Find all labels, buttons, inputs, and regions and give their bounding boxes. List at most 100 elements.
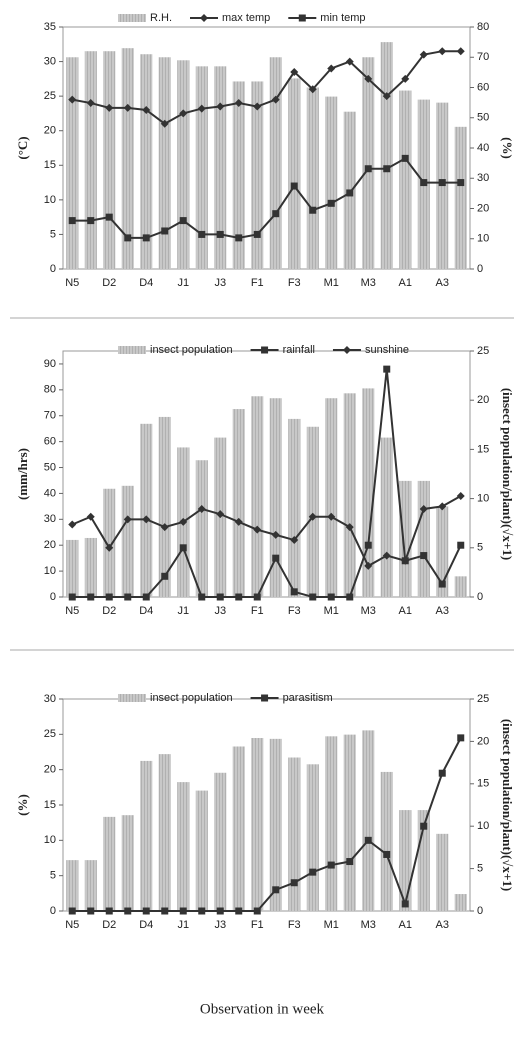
y-tick-label: 10 xyxy=(44,834,56,846)
bar xyxy=(454,576,467,597)
x-tick-label: J1 xyxy=(177,919,189,931)
bar xyxy=(103,488,116,597)
bar xyxy=(121,815,134,911)
x-tick-label: A1 xyxy=(399,919,412,931)
bar xyxy=(214,772,227,911)
point xyxy=(457,541,465,549)
point xyxy=(364,74,373,83)
point xyxy=(327,593,335,601)
line xyxy=(72,737,462,912)
bar xyxy=(306,87,319,269)
x-tick-label: A1 xyxy=(399,277,412,289)
y-tick-label: 40 xyxy=(44,487,56,499)
bar xyxy=(232,81,245,269)
point xyxy=(123,103,132,112)
x-tick-label: F1 xyxy=(251,919,264,931)
bar xyxy=(269,57,282,269)
x-tick-label: F1 xyxy=(251,605,264,617)
point xyxy=(197,104,206,113)
bar xyxy=(380,437,393,597)
x-tick-label: A3 xyxy=(436,277,449,289)
point xyxy=(290,67,299,76)
bar xyxy=(288,418,301,597)
bar xyxy=(140,760,153,911)
bar xyxy=(195,66,208,269)
point xyxy=(179,109,188,118)
y2-tick-label: 0 xyxy=(477,591,483,603)
x-tick-label: F3 xyxy=(288,277,301,289)
bar xyxy=(269,398,282,597)
point xyxy=(420,552,428,560)
point xyxy=(272,210,280,218)
point xyxy=(216,230,224,238)
bar xyxy=(103,51,116,270)
y2-tick-label: 25 xyxy=(477,345,489,357)
x-tick-label: F1 xyxy=(251,277,264,289)
y2-tick-label: 80 xyxy=(477,21,489,33)
point xyxy=(161,227,169,235)
x-tick-label: M3 xyxy=(361,605,376,617)
x-tick-label: D4 xyxy=(139,605,153,617)
bar xyxy=(66,57,79,269)
y-tick-label: 0 xyxy=(50,905,56,917)
point xyxy=(235,234,243,242)
point xyxy=(160,523,169,532)
point xyxy=(290,536,299,545)
point xyxy=(290,879,298,887)
point xyxy=(216,907,224,915)
bar xyxy=(103,816,116,911)
y2-tick-label: 5 xyxy=(477,542,483,554)
point xyxy=(401,154,409,162)
point xyxy=(290,182,298,190)
point xyxy=(438,179,446,187)
bar xyxy=(380,42,393,269)
point xyxy=(105,593,113,601)
point xyxy=(253,907,261,915)
point xyxy=(86,512,95,521)
bar xyxy=(362,57,375,269)
bar xyxy=(158,754,171,911)
point xyxy=(124,234,132,242)
point xyxy=(68,95,77,104)
x-tick-label: J1 xyxy=(177,277,189,289)
x-tick-label: A1 xyxy=(399,605,412,617)
y2-tick-label: 10 xyxy=(477,233,489,245)
y-tick-label: 90 xyxy=(44,358,56,370)
point xyxy=(105,213,113,221)
point xyxy=(216,593,224,601)
y-tick-label: 35 xyxy=(44,21,56,33)
bar xyxy=(158,57,171,269)
bar xyxy=(417,480,430,597)
x-tick-label: J1 xyxy=(177,605,189,617)
point xyxy=(253,230,261,238)
point xyxy=(87,593,95,601)
point xyxy=(234,99,243,108)
point xyxy=(327,64,336,73)
point xyxy=(179,544,187,552)
point xyxy=(309,868,317,876)
point xyxy=(272,554,280,562)
bar xyxy=(306,426,319,597)
point xyxy=(161,907,169,915)
legend-label: insect population xyxy=(150,344,233,356)
point xyxy=(345,523,354,532)
x-tick-label: F3 xyxy=(288,919,301,931)
point xyxy=(401,900,409,908)
y-tick-label: 20 xyxy=(44,539,56,551)
legend-swatch xyxy=(118,346,146,354)
point xyxy=(68,520,77,529)
y-tick-label: 30 xyxy=(44,513,56,525)
x-tick-label: N5 xyxy=(65,919,79,931)
y2-tick-label: 0 xyxy=(477,263,483,275)
x-tick-label: M1 xyxy=(324,277,339,289)
point xyxy=(261,694,269,702)
y-tick-label: 30 xyxy=(44,55,56,67)
y2-tick-label: 40 xyxy=(477,142,489,154)
point xyxy=(142,593,150,601)
y2-tick-label: 30 xyxy=(477,172,489,184)
footer: Observation in week xyxy=(200,1001,325,1017)
point xyxy=(123,515,132,524)
y2-tick-label: 10 xyxy=(477,820,489,832)
